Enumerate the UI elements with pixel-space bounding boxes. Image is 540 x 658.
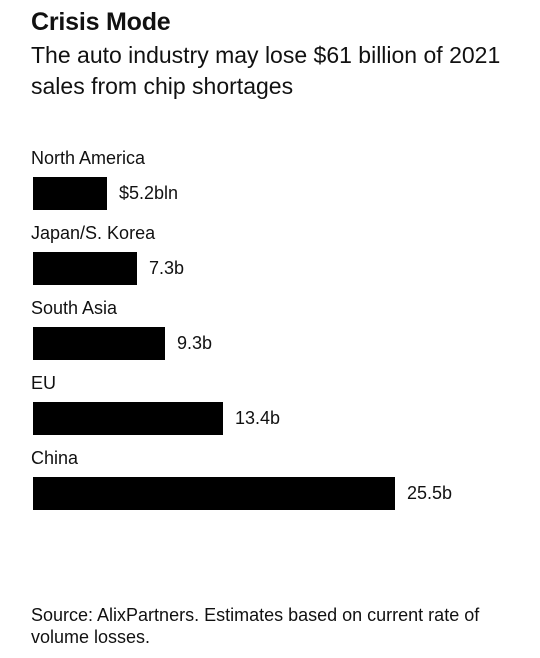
bar bbox=[33, 402, 223, 435]
category-label: EU bbox=[31, 373, 57, 393]
category-label: Japan/S. Korea bbox=[31, 223, 156, 243]
chart-title: Crisis Mode bbox=[31, 8, 171, 36]
source-note: Source: AlixPartners. Estimates based on… bbox=[31, 605, 480, 647]
bar bbox=[33, 252, 137, 285]
bar bbox=[33, 327, 165, 360]
value-label: 9.3b bbox=[177, 333, 213, 353]
category-label: China bbox=[31, 448, 79, 468]
category-label: South Asia bbox=[31, 298, 118, 318]
value-label: 25.5b bbox=[407, 483, 453, 503]
value-label: $5.2bln bbox=[119, 183, 179, 203]
category-label: North America bbox=[31, 148, 146, 168]
value-label: 13.4b bbox=[235, 408, 281, 428]
bar bbox=[33, 477, 395, 510]
value-label: 7.3b bbox=[149, 258, 185, 278]
chart-subtitle: The auto industry may lose $61 billion o… bbox=[31, 42, 501, 99]
bar-chart: North America $5.2bln Japan/S. Korea 7.3b So… bbox=[0, 140, 540, 520]
bar bbox=[33, 177, 107, 210]
